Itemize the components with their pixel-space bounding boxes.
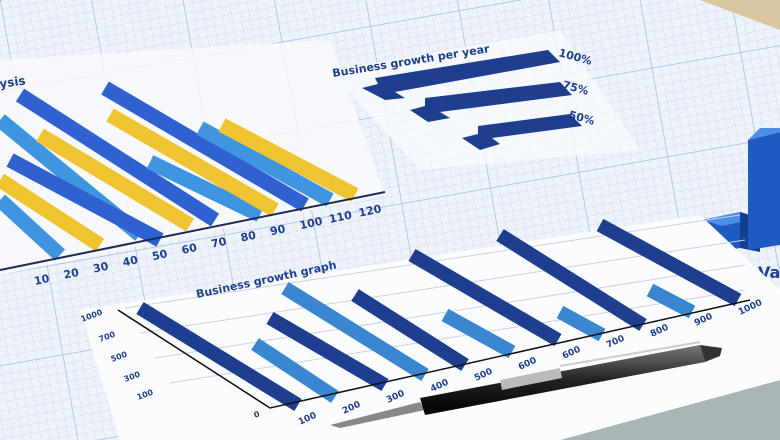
x-tick-label: 100: [298, 215, 324, 233]
bar: [596, 218, 742, 307]
bar: [136, 302, 302, 411]
bar: [266, 311, 389, 392]
bar-100: [362, 50, 560, 100]
x-tick-label: 120: [357, 202, 383, 220]
ruler: [700, 0, 780, 30]
bar: [196, 121, 334, 207]
bar: [6, 153, 164, 247]
bar: [441, 308, 516, 359]
bar-75: [410, 82, 572, 122]
bar: [281, 282, 429, 381]
x-tick-label: 110: [328, 208, 354, 226]
x-tick-label: 80: [239, 229, 257, 245]
x-tick-label: 30: [92, 260, 110, 276]
bar: [408, 248, 562, 347]
left-chart-x-ticks: 10 20 30 40 50 60 70 80 90 100 110 120: [33, 202, 383, 288]
bar: [15, 88, 220, 227]
bar: [106, 108, 279, 217]
bar: [101, 81, 309, 212]
bottom-chart-bars: [136, 218, 742, 411]
x-tick-label: 60: [180, 241, 198, 257]
y-tick-label: 0: [253, 409, 262, 420]
bar: [251, 338, 339, 403]
bar-50: [462, 114, 582, 150]
x-tick-label: 20: [62, 266, 80, 282]
bar: [351, 289, 469, 371]
bar: [646, 283, 696, 319]
bar: [146, 155, 264, 222]
top-right-chart-bars: [362, 50, 582, 150]
left-chart-bars: [0, 81, 359, 261]
x-tick-label: 90: [269, 222, 287, 238]
bar: [556, 305, 606, 342]
x-tick-label: 50: [151, 247, 169, 263]
x-tick-label: 70: [210, 235, 228, 251]
bar: [496, 229, 647, 331]
x-tick-label: 10: [33, 272, 51, 288]
bar: [36, 128, 194, 232]
x-tick-label: 40: [121, 253, 139, 269]
left-chart-title: ysis: [0, 73, 26, 91]
bottom-chart-axes: [117, 299, 751, 409]
pen: [330, 341, 722, 428]
bar: [0, 173, 105, 252]
bar: [218, 118, 359, 202]
left-chart-x-axis: [0, 191, 386, 271]
bar: [0, 194, 66, 261]
